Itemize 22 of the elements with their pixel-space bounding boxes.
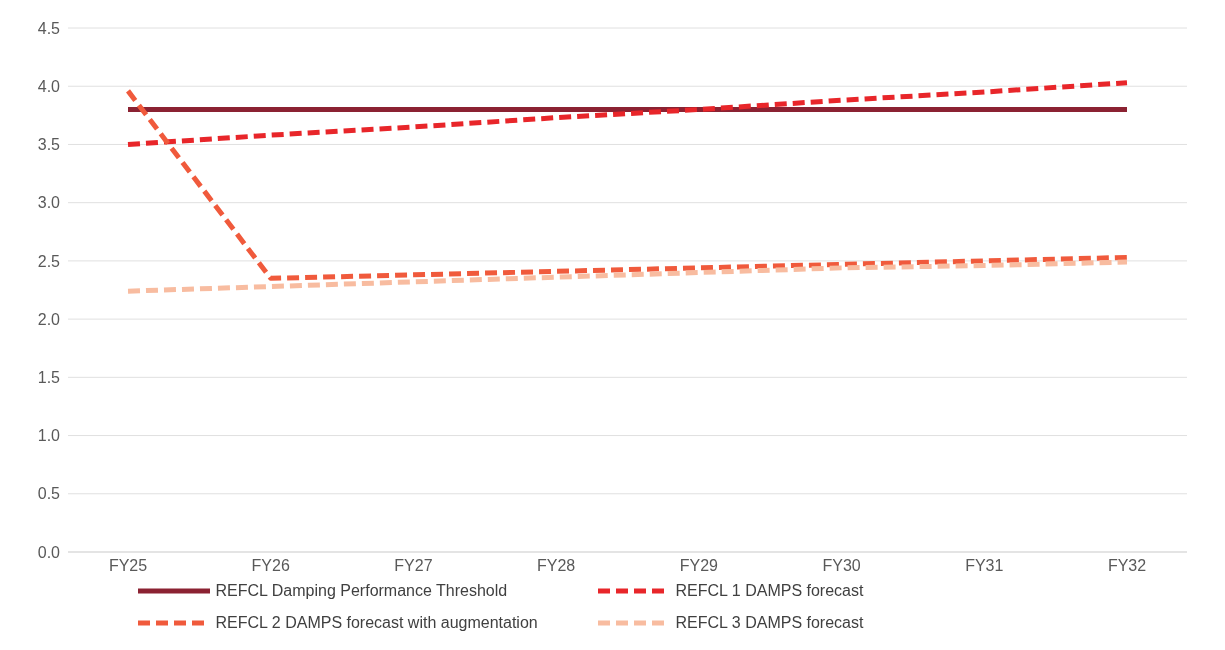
x-tick-label: FY25 [108,557,148,575]
x-tick-label: FY28 [537,557,576,575]
y-tick-label: 4.0 [37,77,61,95]
y-tick-label: 0.0 [37,543,61,561]
y-tick-label: 3.0 [37,194,61,212]
x-tick-label: FY30 [822,557,861,575]
y-tick-label: 0.5 [37,485,61,503]
legend-label: REFCL 3 DAMPS forecast [675,614,864,632]
legend-label: REFCL 1 DAMPS forecast [675,582,864,600]
y-tick-label: 3.5 [37,136,61,154]
x-tick-label: FY26 [251,557,290,575]
legend-label: REFCL 2 DAMPS forecast with augmentation [215,614,538,632]
x-tick-label: FY27 [394,557,433,575]
y-tick-label: 1.5 [37,369,61,387]
legend-label: REFCL Damping Performance Threshold [215,582,508,600]
y-tick-label: 1.0 [37,427,61,445]
x-tick-label: FY29 [679,557,719,575]
y-tick-label: 2.0 [37,310,61,328]
y-tick-label: 4.5 [37,19,61,37]
x-tick-label: FY31 [965,557,1004,575]
y-tick-label: 2.5 [37,252,61,270]
x-tick-label: FY32 [1107,557,1147,575]
